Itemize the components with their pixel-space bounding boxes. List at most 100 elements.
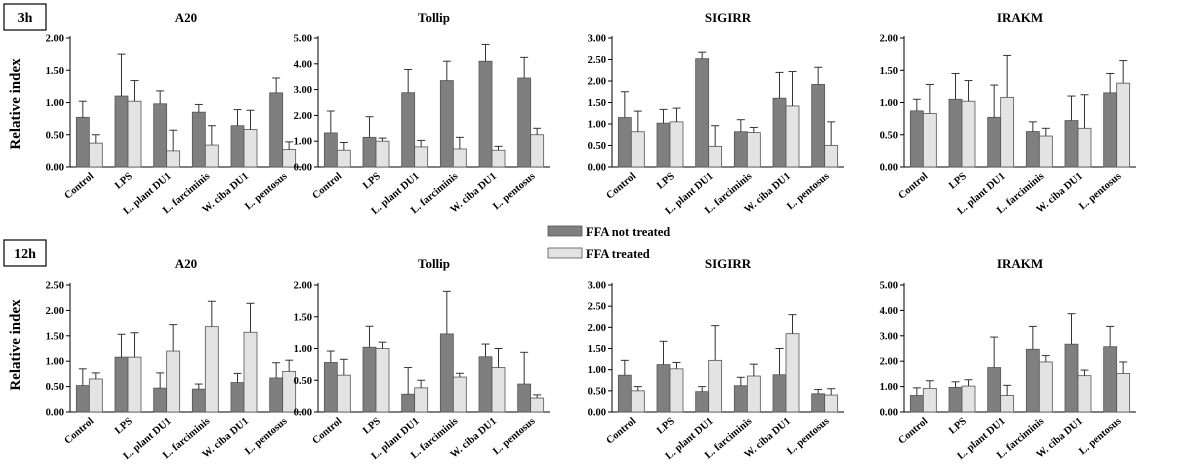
y-tick-label: 0.00 [588, 163, 606, 174]
y-tick-label: 1.00 [46, 98, 64, 109]
y-tick-label: 2.50 [588, 55, 606, 66]
bar-treated [922, 113, 937, 168]
y-tick-label: 0.00 [880, 163, 898, 174]
bar-treated [414, 387, 429, 413]
legend-swatch-treated [547, 247, 583, 259]
y-tick-label: 2.50 [588, 302, 606, 313]
bar-not-treated [191, 388, 206, 413]
y-tick-label: 2.00 [588, 77, 606, 88]
bar-not-treated [1025, 348, 1040, 413]
y-tick-label: 0.50 [46, 382, 64, 393]
bar-treated [1038, 135, 1053, 168]
bar-not-treated [987, 367, 1002, 413]
bar-treated [1116, 372, 1131, 413]
bar-treated [336, 374, 351, 413]
bar-not-treated [230, 382, 245, 413]
bar-treated [375, 348, 390, 413]
bar-not-treated [695, 58, 710, 168]
bar-treated [669, 121, 684, 168]
y-tick-label: 0.00 [294, 163, 312, 174]
bar-not-treated [362, 136, 377, 168]
bar-treated [243, 129, 258, 168]
bar-not-treated [1064, 120, 1079, 168]
y-tick-label: 0.00 [588, 408, 606, 419]
bar-not-treated [517, 383, 532, 413]
bar-not-treated [153, 387, 168, 413]
category-label: LPS [361, 171, 383, 192]
chart-title: A20 [175, 10, 197, 25]
legend-swatch-not-treated [547, 225, 583, 237]
legend-label-not-treated: FFA not treated [586, 225, 670, 239]
bar-treated [746, 132, 761, 168]
bar-not-treated [191, 111, 206, 168]
bar-treated [824, 394, 839, 413]
y-tick-label: 1.50 [588, 98, 606, 109]
chart-title: A20 [175, 256, 197, 271]
y-tick-label: 1.50 [294, 312, 312, 323]
bar-not-treated [323, 132, 338, 168]
category-label: L. pentosus [1077, 416, 1123, 457]
bar-treated [1116, 82, 1131, 168]
y-tick-label: 1.00 [588, 120, 606, 131]
bar-not-treated [1025, 131, 1040, 168]
y-tick-label: 2.50 [46, 281, 64, 292]
bar-not-treated [478, 356, 493, 413]
bar-treated [785, 333, 800, 413]
bar-treated [708, 145, 723, 168]
bar-treated [530, 134, 545, 168]
bar-not-treated [1064, 343, 1079, 413]
y-tick-label: 2.00 [880, 34, 898, 45]
bar-treated [824, 145, 839, 168]
bar-treated [1038, 361, 1053, 413]
bar-treated [491, 149, 506, 168]
category-label: Control [311, 416, 345, 447]
y-tick-label: 4.00 [880, 306, 898, 317]
y-tick-label: 4.00 [294, 59, 312, 70]
bar-not-treated [948, 386, 963, 413]
category-label: Control [63, 171, 97, 202]
y-tick-label: 3.00 [588, 281, 606, 292]
y-tick-label: 1.00 [294, 137, 312, 148]
bar-treated [375, 140, 390, 168]
category-label: LPS [947, 416, 969, 437]
bar-not-treated [230, 125, 245, 168]
bar-treated [127, 356, 142, 413]
bar-not-treated [948, 98, 963, 168]
bar-treated [1000, 96, 1015, 168]
timepoint-label-3h: 3h [18, 11, 33, 26]
y-tick-label: 1.00 [880, 382, 898, 393]
bar-not-treated [733, 131, 748, 168]
bar-treated [204, 144, 219, 168]
category-label: Control [311, 171, 345, 202]
bar-not-treated [811, 84, 826, 168]
bar-not-treated [1103, 346, 1118, 413]
y-tick-label: 5.00 [880, 281, 898, 292]
bar-not-treated [733, 385, 748, 413]
bar-not-treated [401, 92, 416, 168]
bar-treated [1000, 395, 1015, 413]
category-label: LPS [361, 416, 383, 437]
bar-treated [452, 376, 467, 413]
bar-not-treated [114, 95, 129, 168]
category-label: Control [897, 171, 931, 202]
bar-treated [452, 148, 467, 168]
bar-not-treated [617, 374, 632, 413]
y-axis-title-3h: Relative index [8, 58, 24, 150]
y-tick-label: 0.00 [880, 408, 898, 419]
bar-not-treated [909, 395, 924, 413]
bar-treated [785, 105, 800, 168]
y-tick-label: 2.00 [46, 34, 64, 45]
category-label: LPS [947, 171, 969, 192]
bar-not-treated [517, 77, 532, 168]
y-axis-title-12h: Relative index [8, 299, 24, 391]
bar-treated [88, 142, 103, 168]
bar-not-treated [811, 393, 826, 413]
timepoint-box-12h [3, 239, 47, 267]
bar-treated [630, 131, 645, 168]
y-tick-label: 0.50 [588, 386, 606, 397]
y-tick-label: 3.00 [588, 34, 606, 45]
y-tick-label: 2.00 [46, 306, 64, 317]
category-label: LPS [113, 416, 135, 437]
bar-treated [1077, 375, 1092, 413]
